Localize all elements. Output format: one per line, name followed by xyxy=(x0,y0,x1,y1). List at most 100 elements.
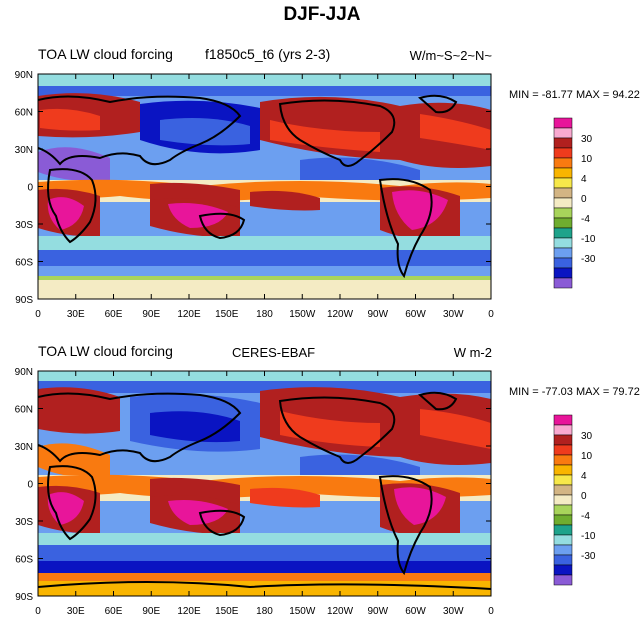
lat-tick-label: 0 xyxy=(27,183,33,194)
lon-tick-label: 120W xyxy=(327,309,354,320)
minmax-label: MIN = -81.77 MAX = 94.22 xyxy=(509,89,640,101)
colorbar-swatch xyxy=(553,474,573,486)
colorbar-swatch xyxy=(553,444,573,456)
colorbar-swatch xyxy=(553,257,573,269)
colorbar-label: 4 xyxy=(581,471,587,482)
lon-tick-label: 90W xyxy=(367,606,388,617)
lon-tick-label: 0 xyxy=(35,309,41,320)
lat-tick-label: 60N xyxy=(15,108,33,119)
map-plot-observations: 0 30E 60E 90E 120E 150E 180 150W 120W 90W 60W 30W 09… xyxy=(15,367,596,617)
colorbar-swatch xyxy=(553,117,573,129)
colorbar-swatch xyxy=(553,554,573,566)
colorbar-label: 0 xyxy=(581,194,587,205)
lon-tick-label: 0 xyxy=(35,606,41,617)
colorbar-swatch xyxy=(553,147,573,159)
lon-tick-label: 120W xyxy=(327,606,354,617)
lat-tick-label: 90S xyxy=(15,295,33,306)
panel-center-label: CERES-EBAF xyxy=(232,345,316,360)
colorbar-swatch xyxy=(553,167,573,179)
lon-tick-label: 30E xyxy=(67,606,85,617)
colorbar-swatch xyxy=(553,534,573,546)
colorbar-label: -10 xyxy=(581,234,596,245)
colorbar-swatch xyxy=(553,197,573,209)
colorbar-swatch xyxy=(553,157,573,169)
lat-tick-label: 90N xyxy=(15,70,33,81)
lon-tick-label: 30W xyxy=(443,606,464,617)
colorbar-swatch xyxy=(553,514,573,526)
minmax-label: MIN = -77.03 MAX = 79.72 xyxy=(509,386,640,398)
lon-tick-label: 90W xyxy=(367,309,388,320)
panel-left-label: TOA LW cloud forcing xyxy=(38,46,173,62)
colorbar-label: -4 xyxy=(581,214,590,225)
map-plot-model: 0 30E 60E 90E 120E 150E 180 150W 120W 90W 60W 30W 09… xyxy=(15,70,596,320)
panel-center-label: f1850c5_t6 (yrs 2-3) xyxy=(205,46,331,62)
lon-tick-label: 0 xyxy=(488,309,494,320)
colorbar-swatch xyxy=(553,414,573,426)
colorbar-swatch xyxy=(553,137,573,149)
colorbar-swatch xyxy=(553,544,573,556)
colorbar-swatch xyxy=(553,434,573,446)
lon-tick-label: 150E xyxy=(215,606,239,617)
coastlines xyxy=(38,94,458,279)
panel-observations: 0 30E 60E 90E 120E 150E 180 150W 120W 90W 60W 30W 0 9… xyxy=(0,337,644,627)
colorbar-swatch xyxy=(553,267,573,279)
lat-tick-label: 30S xyxy=(15,517,33,528)
colorbar: 30 10 4 0 -4 -10 -30 xyxy=(553,414,596,586)
lat-tick-label: 60S xyxy=(15,258,33,269)
colorbar-swatch xyxy=(553,504,573,516)
lat-tick-label: 60N xyxy=(15,405,33,416)
colorbar-swatch xyxy=(553,454,573,466)
colorbar-swatch xyxy=(553,177,573,189)
lon-tick-label: 30E xyxy=(67,309,85,320)
colorbar-swatch xyxy=(553,424,573,436)
lat-tick-label: 30N xyxy=(15,442,33,453)
lon-tick-label: 90E xyxy=(142,606,160,617)
lat-tick-label: 60S xyxy=(15,555,33,566)
colorbar-swatch xyxy=(553,524,573,536)
colorbar-swatch xyxy=(553,464,573,476)
colorbar-label: 0 xyxy=(581,491,587,502)
lon-tick-label: 180 xyxy=(256,606,273,617)
colorbar-label: 10 xyxy=(581,154,593,165)
colorbar-swatch xyxy=(553,217,573,229)
panel-left-label: TOA LW cloud forcing xyxy=(38,343,173,359)
panel-units-label: W/m~S~2~N~ xyxy=(409,48,492,63)
lat-tick-label: 30S xyxy=(15,220,33,231)
lon-tick-label: 180 xyxy=(256,309,273,320)
coastlines xyxy=(38,391,491,590)
lat-tick-label: 30N xyxy=(15,145,33,156)
lon-tick-label: 60W xyxy=(405,309,426,320)
colorbar-swatch xyxy=(553,494,573,506)
contour-field xyxy=(38,371,491,596)
lon-tick-label: 90E xyxy=(142,309,160,320)
axis-ticks: 0 30E 60E 90E 120E 150E 180 150W 120W 90W 60W 30W 09… xyxy=(15,70,495,320)
colorbar-swatch xyxy=(553,247,573,259)
colorbar-swatch xyxy=(553,187,573,199)
colorbar-swatch xyxy=(553,564,573,576)
lon-tick-label: 150W xyxy=(289,309,316,320)
colorbar-swatch xyxy=(553,237,573,249)
panel-units-label: W m-2 xyxy=(453,345,492,360)
lon-tick-label: 120E xyxy=(177,309,201,320)
colorbar-label: 10 xyxy=(581,451,593,462)
colorbar-label: -10 xyxy=(581,531,596,542)
axis-ticks: 0 30E 60E 90E 120E 150E 180 150W 120W 90W 60W 30W 09… xyxy=(15,367,495,617)
colorbar-label: 30 xyxy=(581,134,593,145)
colorbar-label: -30 xyxy=(581,551,596,562)
lon-tick-label: 60E xyxy=(105,606,123,617)
colorbar-swatch xyxy=(553,277,573,289)
colorbar: 30 10 4 0 -4 -10 -30 xyxy=(553,117,596,289)
lat-tick-label: 90N xyxy=(15,367,33,378)
colorbar-swatch xyxy=(553,207,573,219)
colorbar-swatch xyxy=(553,484,573,496)
figure-title: DJF-JJA xyxy=(283,4,361,25)
colorbar-swatch xyxy=(553,227,573,239)
lon-tick-label: 0 xyxy=(488,606,494,617)
lon-tick-label: 150W xyxy=(289,606,316,617)
colorbar-swatch xyxy=(553,574,573,586)
lon-tick-label: 150E xyxy=(215,309,239,320)
colorbar-swatch xyxy=(553,127,573,139)
colorbar-label: 30 xyxy=(581,431,593,442)
lat-tick-label: 0 xyxy=(27,480,33,491)
lon-tick-label: 60E xyxy=(105,309,123,320)
